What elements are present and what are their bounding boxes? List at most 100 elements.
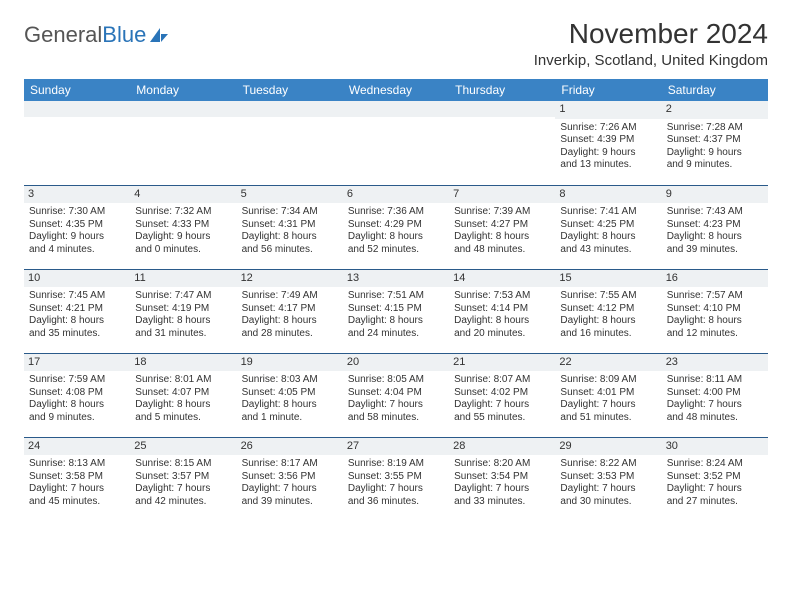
daylight-text: and 1 minute. (242, 412, 338, 425)
day-number: 1 (555, 101, 661, 119)
sunset-text: Sunset: 4:19 PM (135, 303, 231, 316)
day-number: 2 (662, 101, 768, 119)
calendar-day-cell: 10Sunrise: 7:45 AMSunset: 4:21 PMDayligh… (24, 269, 130, 353)
daylight-text: and 48 minutes. (454, 244, 550, 257)
daylight-text: and 12 minutes. (667, 328, 763, 341)
day-number: 29 (555, 438, 661, 456)
sunset-text: Sunset: 4:39 PM (560, 134, 656, 147)
sunrise-text: Sunrise: 8:19 AM (348, 458, 444, 471)
daylight-text: and 13 minutes. (560, 159, 656, 172)
sunrise-text: Sunrise: 8:17 AM (242, 458, 338, 471)
day-number: 12 (237, 270, 343, 288)
day-number: 3 (24, 186, 130, 204)
calendar-day-cell: 1 Sunrise: 7:26 AMSunset: 4:39 PMDaylight… (555, 101, 661, 185)
calendar-day-cell: 6Sunrise: 7:36 AMSunset: 4:29 PMDaylight… (343, 185, 449, 269)
day-number (237, 101, 343, 117)
sunrise-text: Sunrise: 7:43 AM (667, 206, 763, 219)
day-number: 8 (555, 186, 661, 204)
daylight-text: and 33 minutes. (454, 496, 550, 509)
daylight-text: and 51 minutes. (560, 412, 656, 425)
daylight-text: Daylight: 8 hours (454, 231, 550, 244)
sunset-text: Sunset: 4:00 PM (667, 387, 763, 400)
calendar-day-cell: 19Sunrise: 8:03 AMSunset: 4:05 PMDayligh… (237, 353, 343, 437)
day-number: 26 (237, 438, 343, 456)
sunrise-text: Sunrise: 8:03 AM (242, 374, 338, 387)
sunset-text: Sunset: 4:08 PM (29, 387, 125, 400)
daylight-text: and 52 minutes. (348, 244, 444, 257)
daylight-text: Daylight: 7 hours (560, 483, 656, 496)
daylight-text: Daylight: 7 hours (560, 399, 656, 412)
calendar-day-cell: 14Sunrise: 7:53 AMSunset: 4:14 PMDayligh… (449, 269, 555, 353)
day-number: 30 (662, 438, 768, 456)
calendar-day-cell: 11Sunrise: 7:47 AMSunset: 4:19 PMDayligh… (130, 269, 236, 353)
daylight-text: and 39 minutes. (667, 244, 763, 257)
daylight-text: and 28 minutes. (242, 328, 338, 341)
daylight-text: Daylight: 8 hours (242, 399, 338, 412)
day-number: 13 (343, 270, 449, 288)
calendar-day-cell (343, 101, 449, 185)
sunset-text: Sunset: 4:31 PM (242, 219, 338, 232)
dow-header: Thursday (449, 79, 555, 101)
daylight-text: Daylight: 7 hours (135, 483, 231, 496)
sunrise-text: Sunrise: 8:07 AM (454, 374, 550, 387)
daylight-text: and 27 minutes. (667, 496, 763, 509)
daylight-text: and 39 minutes. (242, 496, 338, 509)
day-number: 18 (130, 354, 236, 372)
sunset-text: Sunset: 4:02 PM (454, 387, 550, 400)
day-number: 17 (24, 354, 130, 372)
calendar-week-row: 1Sunrise: 7:26 AMSunset: 4:39 PMDaylight… (24, 101, 768, 185)
day-number: 16 (662, 270, 768, 288)
daylight-text: and 58 minutes. (348, 412, 444, 425)
daylight-text: Daylight: 7 hours (348, 399, 444, 412)
calendar-day-cell: 5Sunrise: 7:34 AMSunset: 4:31 PMDaylight… (237, 185, 343, 269)
sunset-text: Sunset: 3:52 PM (667, 471, 763, 484)
sunrise-text: Sunrise: 8:05 AM (348, 374, 444, 387)
calendar-day-cell: 26Sunrise: 8:17 AMSunset: 3:56 PMDayligh… (237, 437, 343, 521)
daylight-text: and 56 minutes. (242, 244, 338, 257)
calendar-day-cell (449, 101, 555, 185)
calendar-day-cell (24, 101, 130, 185)
dow-header: Wednesday (343, 79, 449, 101)
sunrise-text: Sunrise: 7:49 AM (242, 290, 338, 303)
daylight-text: and 31 minutes. (135, 328, 231, 341)
daylight-text: and 4 minutes. (29, 244, 125, 257)
sunrise-text: Sunrise: 7:28 AM (667, 122, 763, 135)
calendar-day-cell: 27Sunrise: 8:19 AMSunset: 3:55 PMDayligh… (343, 437, 449, 521)
daylight-text: and 30 minutes. (560, 496, 656, 509)
day-number: 19 (237, 354, 343, 372)
day-number: 23 (662, 354, 768, 372)
calendar-day-cell: 15Sunrise: 7:55 AMSunset: 4:12 PMDayligh… (555, 269, 661, 353)
sunrise-text: Sunrise: 8:20 AM (454, 458, 550, 471)
dow-row: SundayMondayTuesdayWednesdayThursdayFrid… (24, 79, 768, 101)
sunset-text: Sunset: 4:27 PM (454, 219, 550, 232)
sunset-text: Sunset: 3:56 PM (242, 471, 338, 484)
calendar-day-cell: 30Sunrise: 8:24 AMSunset: 3:52 PMDayligh… (662, 437, 768, 521)
day-number: 9 (662, 186, 768, 204)
daylight-text: Daylight: 7 hours (348, 483, 444, 496)
sunset-text: Sunset: 4:23 PM (667, 219, 763, 232)
sunrise-text: Sunrise: 7:34 AM (242, 206, 338, 219)
sunrise-text: Sunrise: 8:22 AM (560, 458, 656, 471)
sunset-text: Sunset: 4:14 PM (454, 303, 550, 316)
sunrise-text: Sunrise: 7:59 AM (29, 374, 125, 387)
sunset-text: Sunset: 4:35 PM (29, 219, 125, 232)
day-number: 7 (449, 186, 555, 204)
daylight-text: Daylight: 9 hours (560, 147, 656, 160)
daylight-text: Daylight: 8 hours (560, 231, 656, 244)
calendar-day-cell: 8Sunrise: 7:41 AMSunset: 4:25 PMDaylight… (555, 185, 661, 269)
daylight-text: Daylight: 9 hours (29, 231, 125, 244)
brand-part2: Blue (102, 22, 146, 48)
daylight-text: and 42 minutes. (135, 496, 231, 509)
daylight-text: Daylight: 9 hours (667, 147, 763, 160)
day-number: 10 (24, 270, 130, 288)
location-subtitle: Inverkip, Scotland, United Kingdom (534, 52, 768, 69)
sunrise-text: Sunrise: 7:26 AM (560, 122, 656, 135)
daylight-text: and 24 minutes. (348, 328, 444, 341)
calendar-day-cell: 4Sunrise: 7:32 AMSunset: 4:33 PMDaylight… (130, 185, 236, 269)
day-number: 28 (449, 438, 555, 456)
sunrise-text: Sunrise: 7:47 AM (135, 290, 231, 303)
month-title: November 2024 (534, 18, 768, 50)
calendar-week-row: 24Sunrise: 8:13 AMSunset: 3:58 PMDayligh… (24, 437, 768, 521)
day-number: 5 (237, 186, 343, 204)
daylight-text: Daylight: 8 hours (29, 399, 125, 412)
